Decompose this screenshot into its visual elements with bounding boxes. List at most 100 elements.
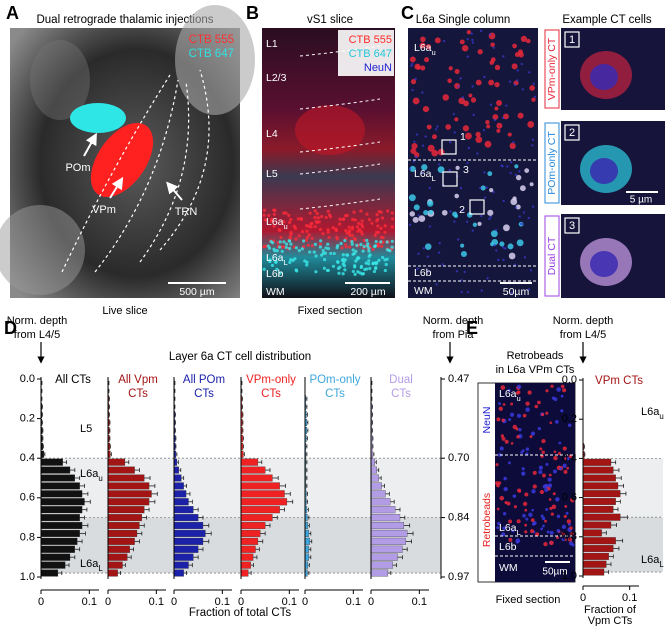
decoration — [287, 213, 291, 217]
decoration — [350, 233, 354, 238]
decoration — [306, 243, 310, 247]
bar — [40, 458, 63, 466]
decoration — [502, 199, 505, 203]
decoration — [83, 132, 97, 157]
decoration — [345, 253, 349, 257]
decoration — [516, 384, 522, 389]
label: VPm — [92, 204, 116, 216]
y-tick-label: 0.8 — [562, 531, 577, 543]
decoration — [414, 77, 417, 81]
bar — [240, 529, 261, 537]
decoration — [337, 271, 341, 275]
bar — [40, 537, 78, 545]
decoration — [421, 171, 424, 174]
decoration — [357, 221, 361, 226]
decoration — [471, 85, 474, 88]
decoration — [321, 248, 325, 253]
decoration — [496, 417, 501, 422]
decoration — [484, 140, 492, 148]
decoration — [348, 245, 352, 249]
decoration — [419, 42, 426, 49]
decoration — [508, 418, 512, 422]
label: 50µm — [542, 567, 567, 578]
bar — [173, 514, 199, 522]
decoration — [289, 258, 293, 262]
label: Vpm CTs — [588, 615, 633, 626]
decoration — [471, 229, 474, 232]
decoration — [504, 439, 509, 444]
decoration — [504, 247, 507, 250]
decoration — [516, 69, 519, 72]
bar — [107, 506, 145, 514]
decoration — [564, 504, 568, 508]
bar — [370, 569, 389, 577]
decoration — [300, 247, 304, 251]
decoration — [561, 524, 567, 529]
label: E — [466, 318, 478, 338]
decoration — [345, 213, 349, 218]
decoration — [517, 112, 524, 119]
decoration — [524, 523, 528, 527]
decoration — [426, 124, 432, 130]
label: NeuN — [364, 62, 392, 74]
decoration — [494, 106, 499, 111]
decoration — [30, 40, 90, 120]
decoration — [540, 514, 544, 518]
decoration — [532, 484, 537, 489]
decoration — [534, 404, 539, 409]
decoration — [343, 268, 347, 272]
decoration — [339, 241, 343, 246]
decoration — [280, 249, 284, 253]
y-tick-label: 0.0 — [20, 373, 35, 385]
decoration — [542, 473, 546, 478]
decoration — [520, 222, 524, 226]
decoration — [488, 217, 491, 221]
bar — [304, 553, 310, 561]
decoration — [275, 267, 279, 272]
decoration — [522, 211, 526, 214]
decoration — [518, 489, 522, 493]
decoration — [297, 234, 301, 238]
decoration — [545, 411, 549, 415]
decoration — [390, 239, 394, 243]
bar — [40, 545, 75, 553]
decoration — [461, 208, 465, 212]
decoration — [416, 267, 419, 270]
decoration — [294, 237, 298, 241]
x-tick-label: 0.1 — [282, 596, 297, 608]
layer-name: L6a — [266, 252, 284, 264]
chart-title: CTs — [391, 388, 411, 400]
decoration — [570, 531, 574, 536]
decoration — [424, 135, 427, 138]
decoration — [304, 238, 309, 242]
bar — [107, 529, 138, 537]
decoration — [475, 136, 483, 143]
decoration — [516, 239, 524, 247]
chart-title: CTs — [194, 388, 214, 400]
decoration — [314, 270, 318, 274]
decoration — [455, 270, 459, 273]
decoration — [564, 217, 580, 234]
decoration — [289, 242, 293, 246]
decoration — [560, 394, 564, 398]
decoration — [445, 124, 452, 130]
decoration — [490, 230, 498, 238]
decoration — [509, 161, 513, 164]
decoration — [362, 238, 366, 243]
x-tick-label: 0 — [368, 596, 374, 608]
decoration — [556, 514, 561, 519]
layer-name: L6a — [414, 168, 432, 180]
decoration — [350, 225, 355, 229]
decoration — [522, 413, 527, 418]
decoration — [496, 128, 501, 133]
decoration — [452, 211, 458, 217]
layer-label: L6b — [266, 268, 284, 280]
decoration — [268, 258, 272, 262]
decoration — [410, 148, 417, 155]
decoration — [512, 196, 517, 201]
decoration — [480, 289, 483, 292]
decoration — [448, 141, 452, 144]
decoration — [540, 527, 544, 531]
chart-title: All POm — [183, 374, 225, 386]
decoration — [459, 39, 465, 45]
